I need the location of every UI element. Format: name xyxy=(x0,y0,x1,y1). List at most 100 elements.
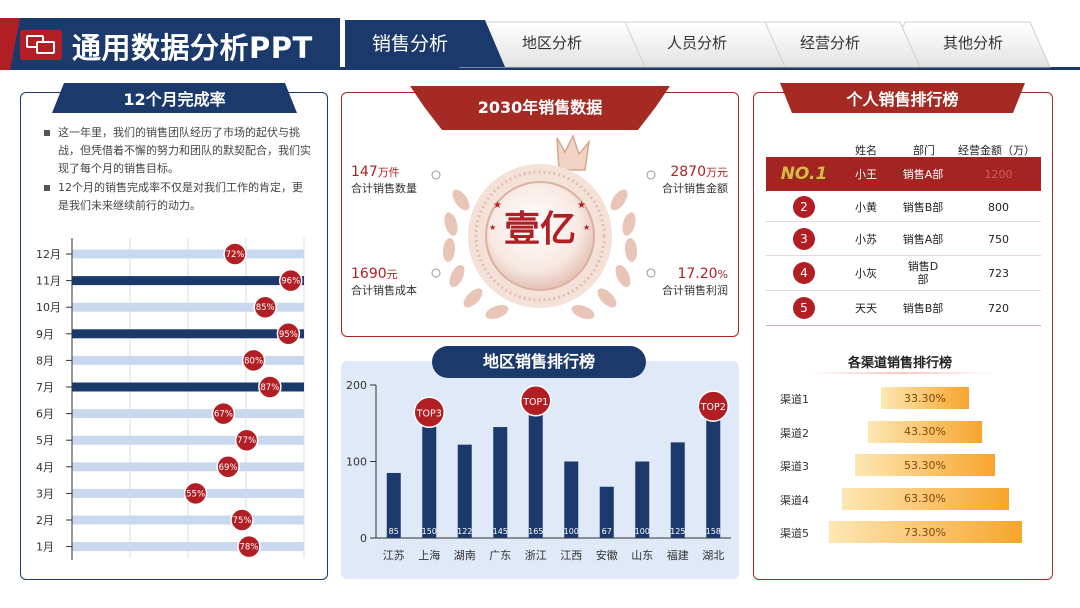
svg-text:★: ★ xyxy=(577,200,586,211)
region-bar xyxy=(706,417,721,538)
completion-bar xyxy=(72,249,304,259)
completion-marker xyxy=(234,428,259,452)
region-tick-label: 安徽 xyxy=(596,548,618,562)
top-rank-label: TOP3 xyxy=(416,408,442,419)
ranking-name: 天天 xyxy=(855,301,877,315)
stat-profit: 17.20% 合计销售利润 xyxy=(662,266,728,298)
region-value-label: 158 xyxy=(706,527,721,536)
channel-label: 渠道5 xyxy=(780,527,809,540)
ranking-amount: 720 xyxy=(988,301,1009,315)
connector-dot-icon xyxy=(431,170,441,180)
top-rank-label: TOP2 xyxy=(700,402,726,413)
rank-badge: 3 xyxy=(793,228,815,250)
header-background xyxy=(0,18,1080,70)
top-rank-marker xyxy=(697,390,729,422)
row-divider xyxy=(766,255,1041,256)
completion-marker xyxy=(241,348,266,373)
region-bar xyxy=(386,472,401,538)
region-tick-label: 江苏 xyxy=(383,549,405,562)
tab-other-analysis[interactable]: 其他分析 xyxy=(943,34,1004,52)
completion-marker xyxy=(230,508,254,532)
top-rank-marker xyxy=(520,385,552,417)
stat-cost: 1690元 合计销售成本 xyxy=(351,266,417,298)
completion-bar xyxy=(72,276,304,286)
ranking-row: 3 小苏 销售A部 750 xyxy=(766,222,1041,256)
completion-value-label: 95% xyxy=(279,330,298,340)
stat-cost-value: 1690 xyxy=(351,266,387,282)
ranking-amount: 1200 xyxy=(984,167,1013,181)
completion-bar xyxy=(72,462,304,472)
ranking-amount: 723 xyxy=(988,266,1009,280)
channel-label: 渠道2 xyxy=(780,426,809,440)
tab-region-analysis[interactable]: 地区分析 xyxy=(522,34,583,52)
month-tick-label: 9月 xyxy=(36,328,54,341)
no1-badge: NO.1 xyxy=(780,163,828,184)
tab-staff-analysis[interactable]: 人员分析 xyxy=(667,34,728,52)
region-ranking-title: 地区销售排行榜 xyxy=(482,352,595,371)
y-tick-label: 0 xyxy=(360,532,367,545)
region-value-label: 100 xyxy=(564,527,579,536)
completion-marker xyxy=(223,242,247,266)
month-tick-label: 8月 xyxy=(36,354,54,367)
col-dept-header: 部门 xyxy=(913,144,935,157)
chat-bubbles-icon xyxy=(20,30,62,60)
rank-badge: 5 xyxy=(793,297,815,319)
month-tick-label: 10月 xyxy=(36,301,61,314)
ranking-name: 小黄 xyxy=(855,200,877,214)
region-sales-chart: 0 100 200 85 江苏 150 上海 TOP3 122 湖南 145 广东 165 浙江 TOP1 1… xyxy=(346,379,731,562)
month-tick-label: 7月 xyxy=(36,381,54,394)
region-tick-label: 浙江 xyxy=(525,549,547,562)
ranking-dept: 销售D部 xyxy=(907,260,939,286)
row-divider xyxy=(766,325,1041,326)
completion-value-label: 69% xyxy=(219,463,238,473)
laurel-medal-icon: ★ ★ ★ ★ xyxy=(442,134,638,319)
region-tick-label: 上海 xyxy=(418,548,440,562)
top-rank-label: TOP1 xyxy=(522,397,548,408)
ranking-name: 小王 xyxy=(855,167,877,181)
top-rank-marker xyxy=(413,396,445,428)
region-bar xyxy=(422,423,437,538)
ranking-amount: 750 xyxy=(988,232,1009,246)
y-tick-label: 100 xyxy=(346,456,367,469)
region-value-label: 125 xyxy=(670,527,685,536)
tab-sales-analysis[interactable]: 销售分析 xyxy=(372,33,449,55)
title-underline xyxy=(806,372,996,374)
region-bar xyxy=(564,461,579,538)
region-value-label: 67 xyxy=(602,527,612,536)
svg-text:★: ★ xyxy=(583,223,590,232)
monthly-completion-title: 12个月完成率 xyxy=(123,90,226,109)
completion-value-label: 87% xyxy=(260,383,279,393)
month-tick-label: 1月 xyxy=(36,541,54,554)
tab-operation-analysis[interactable]: 经营分析 xyxy=(800,34,861,52)
stat-cost-label: 合计销售成本 xyxy=(351,284,417,297)
ranking-row: 5 天天 销售B部 720 xyxy=(766,291,1041,325)
personal-ranking-banner: 个人销售排行榜 xyxy=(780,83,1025,119)
stat-quantity: 147万件 合计销售数量 xyxy=(351,164,417,196)
completion-value-label: 75% xyxy=(233,516,252,526)
completion-marker xyxy=(211,401,236,426)
region-value-label: 165 xyxy=(528,527,543,536)
region-bar xyxy=(670,442,685,538)
ranking-amount: 800 xyxy=(988,200,1009,214)
month-tick-label: 2月 xyxy=(36,514,54,527)
stat-quantity-value: 147 xyxy=(351,164,378,180)
month-tick-label: 4月 xyxy=(36,461,54,474)
completion-marker xyxy=(237,534,261,559)
completion-marker xyxy=(258,375,282,399)
ranking-name: 小苏 xyxy=(855,232,877,246)
region-value-label: 85 xyxy=(389,527,399,536)
channel-bar: 53.30% xyxy=(855,454,995,476)
svg-text:★: ★ xyxy=(489,223,496,232)
completion-value-label: 67% xyxy=(214,410,233,420)
completion-value-label: 55% xyxy=(186,489,205,499)
annual-sales-title: 2030年销售数据 xyxy=(477,98,603,117)
month-tick-label: 5月 xyxy=(36,434,54,447)
completion-marker xyxy=(253,295,277,319)
region-value-label: 150 xyxy=(422,527,437,536)
region-bar xyxy=(599,486,614,538)
month-tick-label: 6月 xyxy=(36,408,54,421)
channel-bar: 43.30% xyxy=(868,420,982,443)
monthly-description: 这一年里，我们的销售团队经历了市场的起伏与挑战，但凭借着不懈的努力和团队的默契配… xyxy=(44,124,312,216)
region-tick-label: 广东 xyxy=(489,549,511,562)
stat-cost-unit: 元 xyxy=(386,268,398,281)
